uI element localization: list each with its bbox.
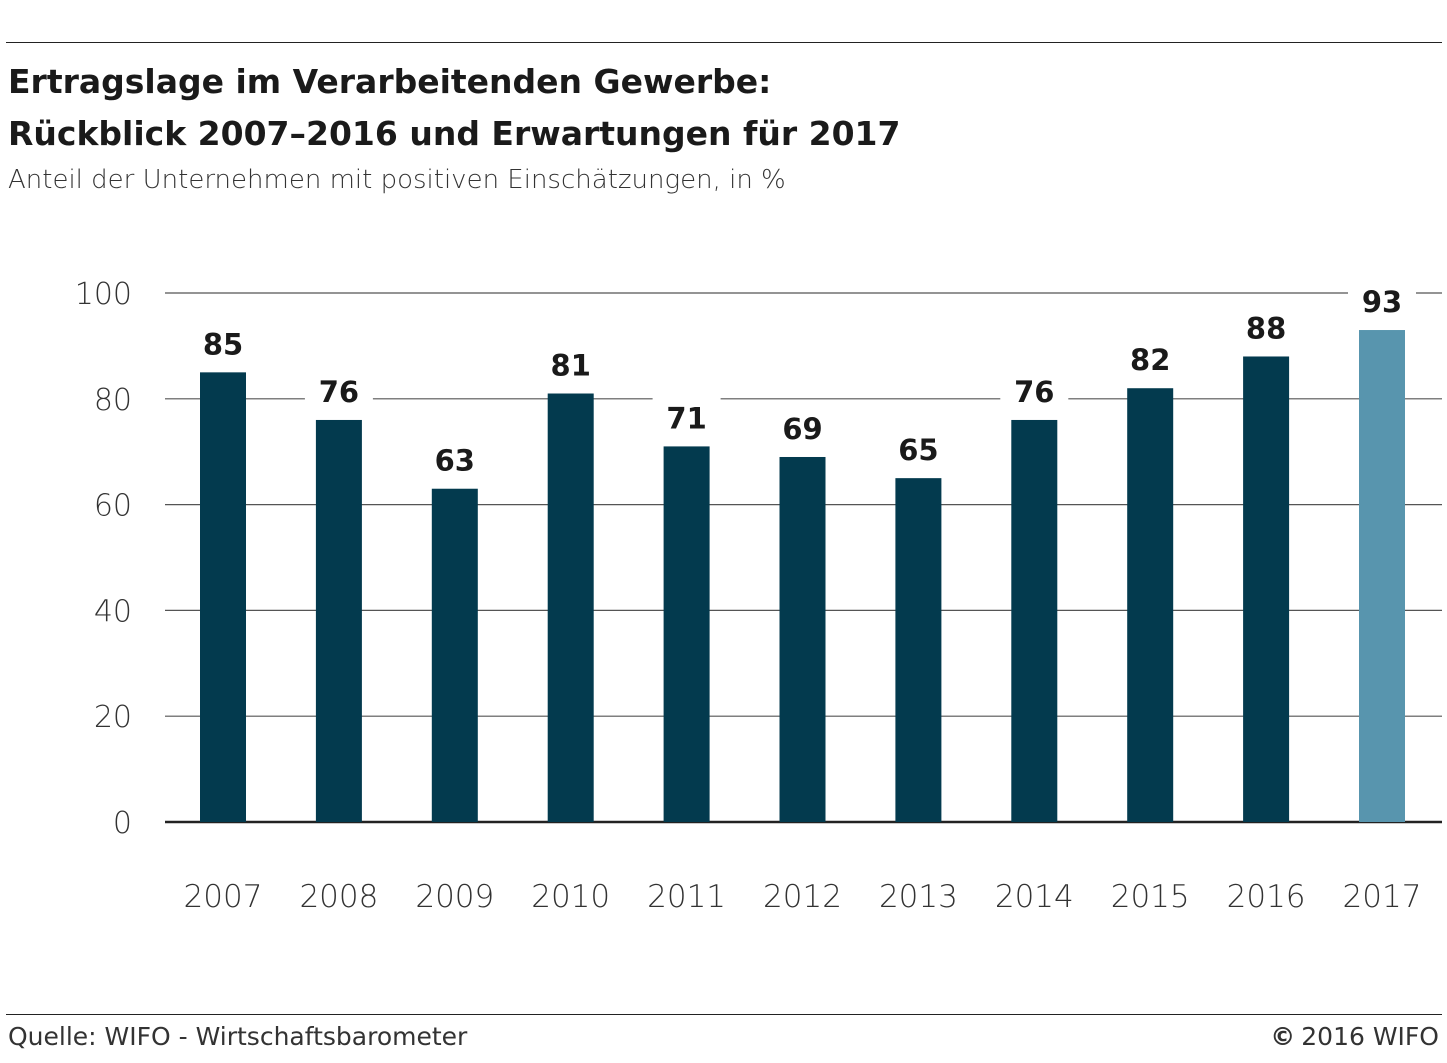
y-tick-label: 40 [94, 594, 132, 629]
top-rule [6, 42, 1442, 43]
data-label-background [1232, 304, 1301, 341]
x-tick-label-2009: 2009 [415, 879, 494, 915]
bar-2015 [1127, 388, 1174, 822]
x-tick-label-2017: 2017 [1343, 879, 1422, 915]
data-label-background [884, 426, 953, 463]
chart-subtitle: Anteil der Unternehmen mit positiven Ein… [8, 165, 786, 195]
bar-2010 [547, 393, 594, 822]
data-label-2013: 65 [898, 433, 938, 467]
data-label-background [652, 394, 721, 431]
data-label-background [420, 436, 489, 473]
copyright-note: © 2016 WIFO [1270, 1022, 1439, 1051]
x-tick-label-2014: 2014 [995, 879, 1074, 915]
y-tick-label: 60 [94, 489, 132, 524]
bars [200, 330, 1405, 822]
x-tick-label-2008: 2008 [299, 879, 378, 915]
bar-2014 [1011, 419, 1058, 822]
data-label-2007: 85 [203, 327, 243, 361]
x-tick-label-2015: 2015 [1111, 879, 1190, 915]
bar-2009 [431, 488, 478, 822]
data-label-2010: 81 [551, 349, 591, 383]
bar-2016 [1243, 356, 1290, 822]
bar-2008 [315, 419, 362, 822]
data-label-2008: 76 [319, 375, 359, 409]
y-axis-ticks: 0 20 40 60 80 100 [75, 277, 132, 841]
y-tick-label: 0 [113, 806, 132, 841]
data-label-background [768, 404, 837, 441]
data-label-background [1348, 278, 1416, 315]
data-label-2011: 71 [666, 401, 706, 435]
data-label-2016: 88 [1246, 311, 1286, 345]
data-label-2017: 93 [1362, 285, 1402, 319]
source-note: Quelle: WIFO - Wirtschaftsbarometer [8, 1022, 468, 1051]
x-tick-label-2007: 2007 [184, 879, 263, 915]
x-axis-ticks: 2007 2008 2009 2010 2011 2012 2013 2014 2015 2016… [184, 879, 1422, 915]
data-label-background [304, 367, 373, 404]
x-tick-label-2013: 2013 [879, 879, 958, 915]
bar-2012 [779, 456, 826, 822]
bar-2011 [663, 446, 710, 822]
data-label-background [1116, 336, 1185, 373]
chart-title-line-1: Ertragslage im Verarbeitenden Gewerbe: [8, 62, 772, 101]
chart-title-line-2: Rückblick 2007–2016 und Erwartungen für … [8, 114, 901, 153]
bar-chart: 85 76 63 81 71 69 65 76 82 88 93 0 20 40 60 80 100 2007… [75, 277, 1442, 915]
data-label-2014: 76 [1014, 375, 1054, 409]
data-label-background [1000, 367, 1069, 404]
copyright-icon: © [1270, 1022, 1296, 1051]
x-tick-label-2011: 2011 [647, 879, 726, 915]
data-label-2012: 69 [782, 412, 822, 446]
copyright-text: 2016 WIFO [1301, 1022, 1439, 1051]
bar-2007 [200, 372, 246, 822]
x-tick-label-2016: 2016 [1227, 879, 1306, 915]
bar-2013 [895, 478, 942, 822]
data-label-2015: 82 [1130, 343, 1170, 377]
bar-2017 [1359, 330, 1405, 822]
y-tick-label: 80 [94, 383, 132, 418]
y-tick-label: 100 [75, 277, 132, 312]
x-tick-label-2010: 2010 [531, 879, 610, 915]
data-label-background [536, 341, 605, 378]
data-labels: 85 76 63 81 71 69 65 76 82 88 93 [189, 278, 1416, 478]
bottom-rule [6, 1014, 1442, 1015]
y-tick-label: 20 [94, 700, 132, 735]
data-label-2009: 63 [435, 444, 475, 478]
x-tick-label-2012: 2012 [763, 879, 842, 915]
data-label-background [189, 320, 257, 357]
